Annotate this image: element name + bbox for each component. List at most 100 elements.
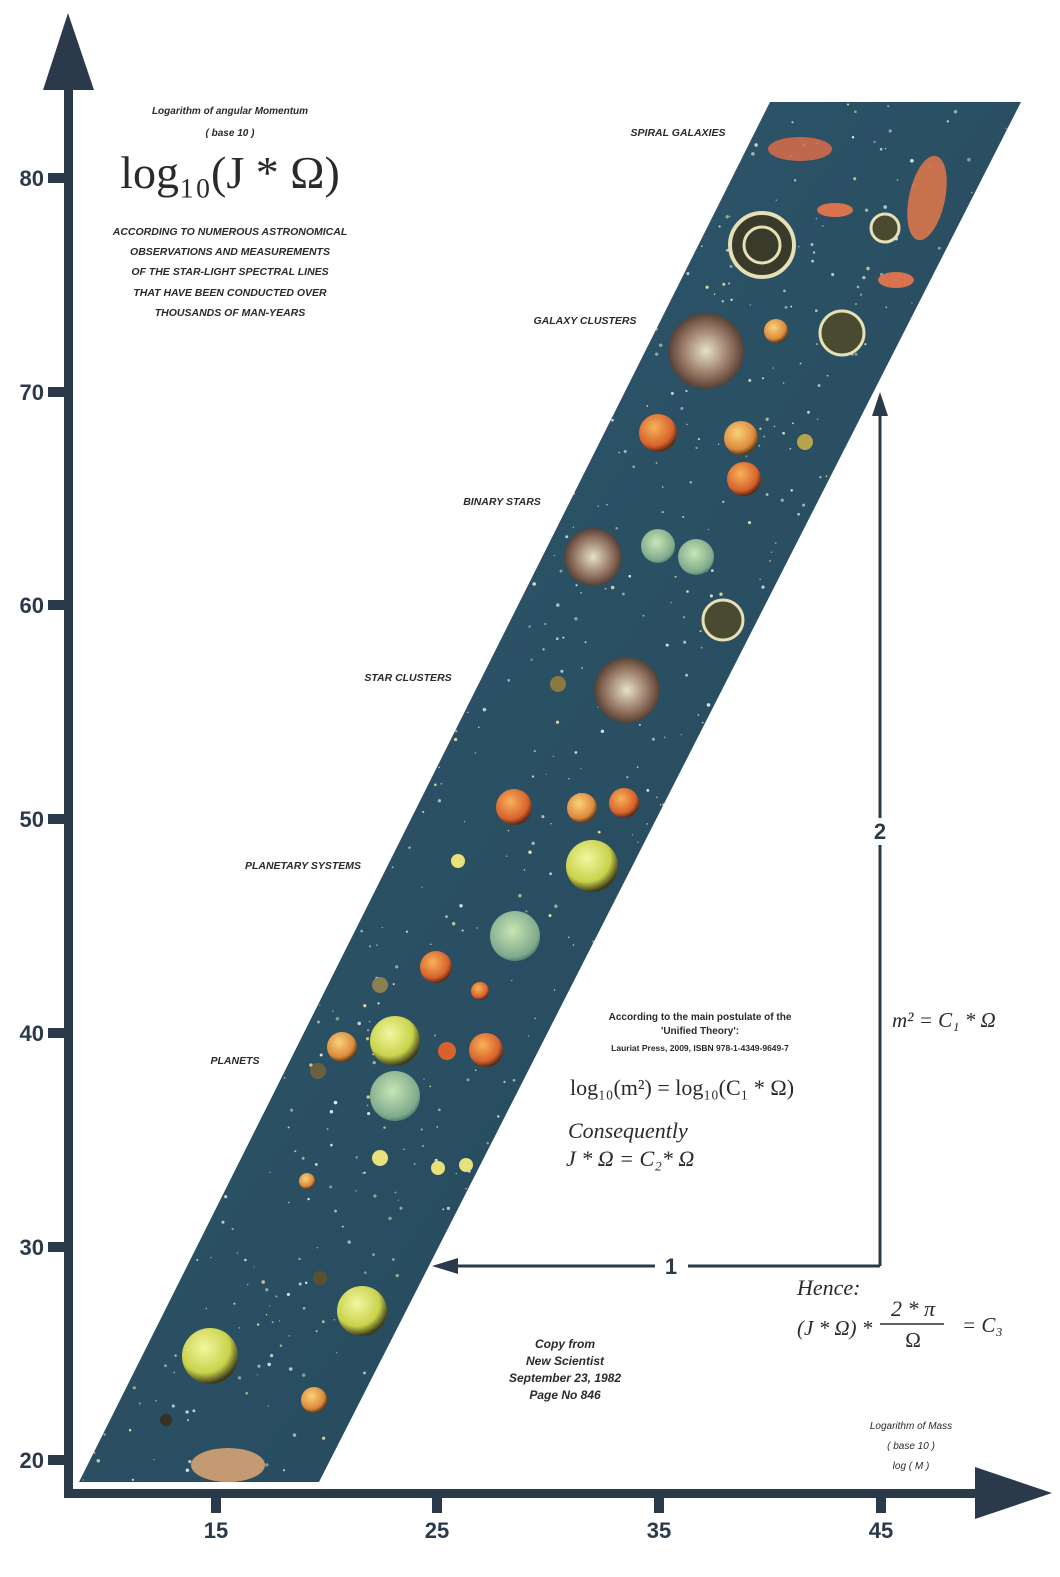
- star-dot: [555, 637, 559, 641]
- y-axis: 80 70 60 50 40 30 20: [20, 13, 94, 1498]
- star-dot: [530, 658, 533, 661]
- relation-arrows: 1 2: [432, 392, 888, 1279]
- observations-line-1: ACCORDING TO NUMEROUS ASTRONOMICAL: [112, 226, 348, 238]
- star-dot: [392, 983, 395, 986]
- star-dot: [455, 1172, 457, 1175]
- observations-line-5: THOUSANDS OF MAN-YEARS: [155, 307, 306, 319]
- star-dot: [372, 1060, 376, 1065]
- star-dot: [717, 443, 720, 445]
- star-dot: [463, 820, 466, 823]
- star-dot: [236, 1252, 239, 1254]
- star-dot: [336, 1352, 338, 1354]
- star-dot: [674, 575, 677, 578]
- galaxy-ellipse-5: [191, 1448, 265, 1482]
- x-tick-mark-15: [211, 1497, 221, 1513]
- star-dot: [438, 766, 440, 769]
- star-dot: [329, 1109, 334, 1114]
- star-dot: [96, 1459, 101, 1463]
- spiral-galaxy-2: [869, 212, 901, 244]
- star-dot: [600, 729, 605, 734]
- star-dot: [556, 603, 560, 607]
- planetary-system-1: [490, 911, 540, 961]
- star-dot: [721, 300, 724, 303]
- star-dot: [269, 1353, 274, 1358]
- hence-block: Hence: (J * Ω) * 2 * π Ω = C₃: [796, 1275, 1003, 1352]
- star-dot: [542, 648, 545, 651]
- star-dot: [279, 1344, 283, 1347]
- star-dot: [395, 1274, 399, 1278]
- star-dot: [658, 343, 663, 347]
- star-dot: [697, 438, 700, 441]
- star-dot: [82, 1479, 85, 1481]
- star-dot: [233, 1302, 236, 1305]
- star-dot: [278, 1320, 281, 1322]
- star-dot: [438, 1108, 441, 1112]
- star-dot: [885, 306, 888, 309]
- star-dot: [301, 1373, 306, 1377]
- star-dot: [636, 766, 639, 768]
- star-dot: [772, 367, 775, 369]
- star-dot: [482, 707, 487, 712]
- star-dot: [791, 121, 794, 124]
- planet-15: [337, 1286, 387, 1336]
- planet-16: [182, 1328, 238, 1384]
- star-dot: [329, 1185, 333, 1189]
- star-dot: [257, 1364, 261, 1368]
- star-dot: [700, 630, 702, 632]
- star-dot: [332, 1010, 334, 1012]
- star-dot: [791, 422, 794, 425]
- star-dot: [631, 834, 634, 836]
- observations-line-3: OF THE STAR-LIGHT SPECTRAL LINES: [131, 266, 328, 278]
- star-dot: [362, 1172, 364, 1174]
- band-contents: [82, 103, 1007, 1482]
- star-dot: [421, 1144, 424, 1148]
- star-dot: [967, 157, 971, 162]
- star-dot: [682, 616, 686, 619]
- y-tick-label: 20: [20, 1448, 44, 1473]
- galaxy-cluster-1: [668, 313, 744, 389]
- consequence-equation: J * Ω = C₂* Ω: [566, 1146, 694, 1171]
- star-dot: [188, 1460, 192, 1464]
- star-dot: [597, 505, 599, 508]
- star-dot: [562, 636, 565, 639]
- star-dot: [722, 282, 726, 286]
- star-dot: [615, 527, 618, 530]
- star-dot: [560, 669, 564, 673]
- star-dot: [429, 1085, 432, 1088]
- star-dot: [754, 143, 758, 147]
- star-dot: [879, 147, 883, 151]
- star-dot: [851, 353, 854, 356]
- star-dot: [774, 542, 777, 545]
- y-tick-mark-30: [48, 1242, 66, 1252]
- label-planets: PLANETS: [210, 1055, 259, 1067]
- star-dot: [722, 500, 725, 504]
- mass-squared-equation: m² = C₁ * Ω: [892, 1008, 996, 1032]
- arrow-1-head: [432, 1258, 458, 1274]
- star-dot: [859, 293, 863, 296]
- planet-8: [370, 1071, 420, 1121]
- star-dot: [366, 1029, 370, 1032]
- star-dot: [422, 810, 425, 813]
- star-dot: [689, 481, 692, 484]
- star-dot: [565, 535, 569, 539]
- y-tick-label: 60: [20, 593, 44, 618]
- star-dot: [864, 208, 869, 212]
- star-dot: [568, 778, 570, 780]
- star-dot: [335, 1017, 340, 1021]
- star-dot: [231, 1227, 234, 1230]
- star-dot: [366, 1095, 370, 1099]
- star-dot: [646, 405, 649, 407]
- star-dot: [700, 245, 703, 248]
- star-dot: [434, 1034, 436, 1037]
- x-axis: 15 25 35 45: [64, 1467, 1052, 1543]
- star-dot: [290, 1108, 294, 1112]
- star-dot: [661, 486, 664, 488]
- star-dot: [392, 1258, 395, 1261]
- star-dot: [421, 886, 423, 888]
- star-dot: [632, 465, 636, 469]
- star-dot: [680, 733, 682, 736]
- planet-10: [372, 1150, 388, 1166]
- star-dot: [210, 1257, 212, 1259]
- star-dot: [244, 1258, 247, 1262]
- star-dot: [330, 1143, 333, 1147]
